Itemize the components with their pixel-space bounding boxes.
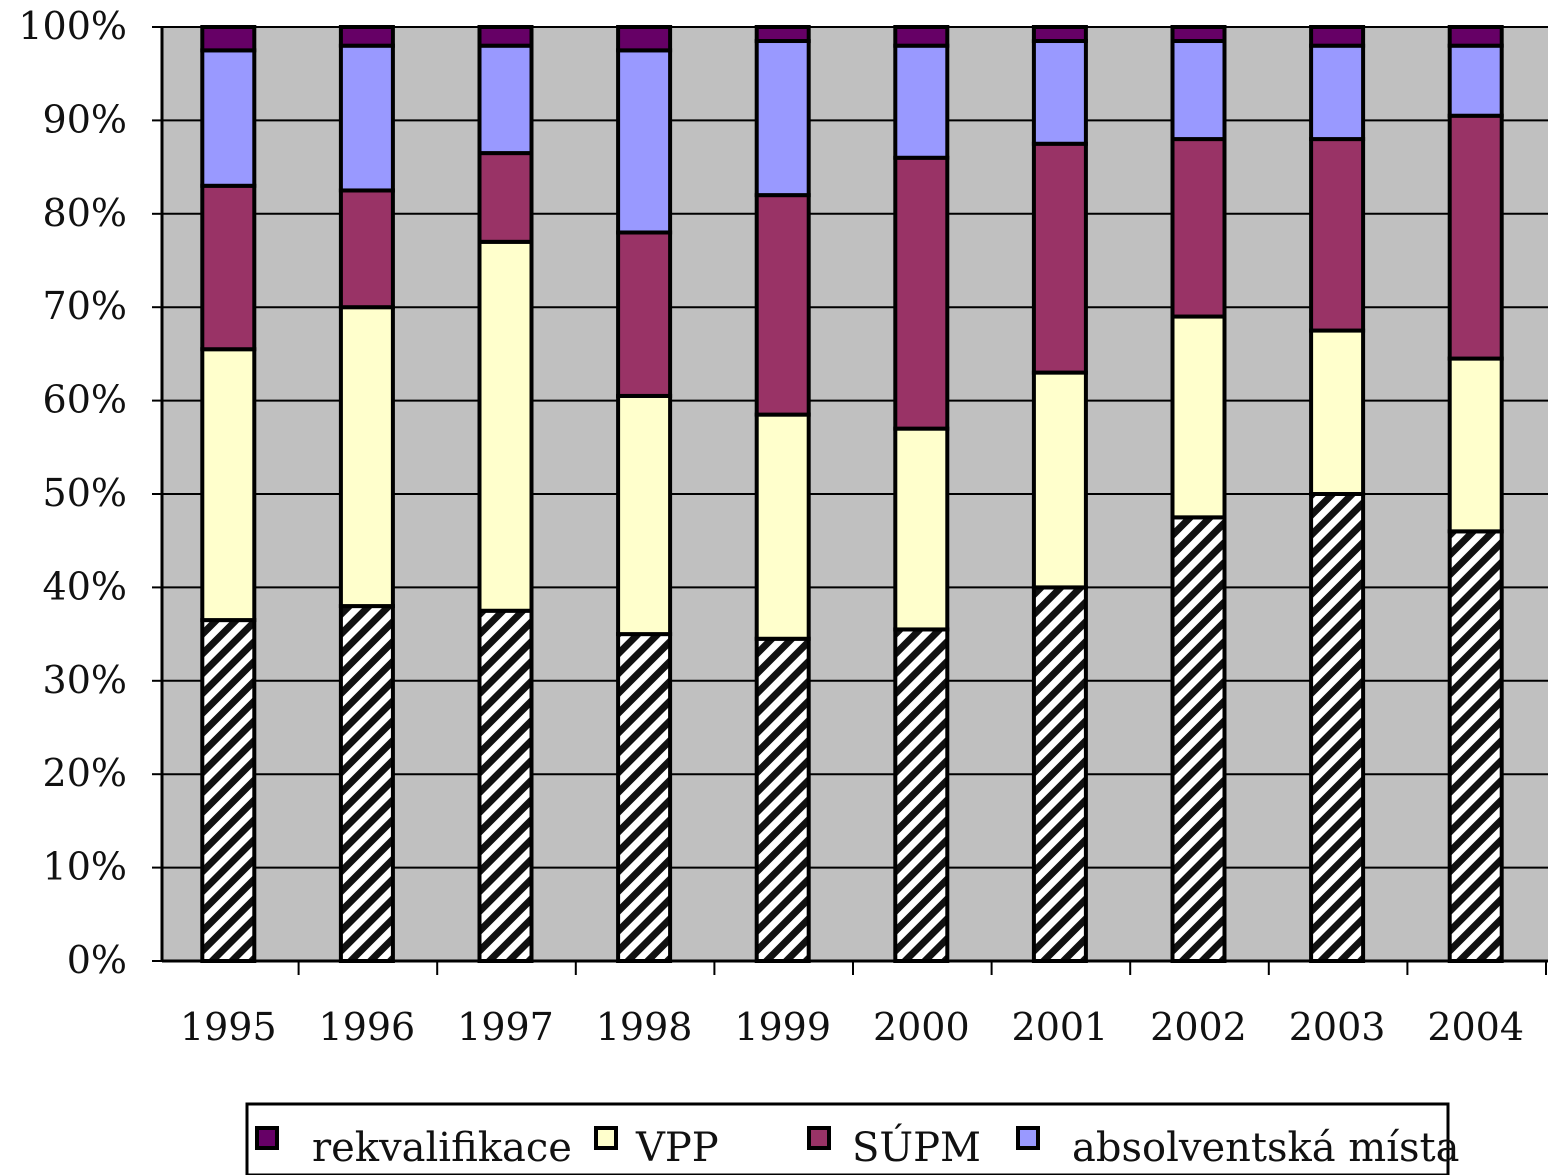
legend: rekvalifikace VPP SÚPM absolventská místa [245,1102,1459,1175]
bars [200,25,1504,964]
legend-label: SÚPM [852,1124,981,1171]
x-tick-label: 1995 [180,1005,277,1049]
bar-segment [1170,314,1227,520]
bar-segment [477,43,534,156]
y-tick-label: 70% [43,284,127,328]
y-tick-label: 20% [43,751,127,795]
bar-segment [1309,328,1366,496]
bar-segment [616,393,673,637]
y-tick-label: 50% [43,471,127,515]
bar-segment [1031,39,1088,146]
bar-segment [893,426,950,632]
bar-segment [893,155,950,431]
y-tick-label: 80% [43,191,127,235]
bar-segment [477,608,534,963]
bar-segment [1170,137,1227,319]
bar-segment [1447,113,1504,361]
bar-segment [200,618,257,964]
bar-segment [1447,25,1504,48]
bar-segment [1031,141,1088,375]
x-tick-label: 2004 [1427,1005,1524,1049]
bar-segment [1447,529,1504,963]
x-tick-label: 2003 [1289,1005,1386,1049]
bar-segment [1309,43,1366,142]
bar-segment [477,239,534,613]
legend-label: VPP [635,1125,719,1171]
bar-segment [1170,25,1227,44]
y-tick-labels: 0% 10% 20% 30% 40% 50% 60% 70% 80% 90% 100% [18,4,127,982]
bar-segment [338,43,395,193]
bar-segment [200,25,257,53]
bar-segment [338,188,395,310]
x-tick-label: 1996 [319,1005,416,1049]
y-tick-label: 60% [43,378,127,422]
bar-segment [338,305,395,609]
x-tick-label: 1997 [457,1005,554,1049]
bar-segment [754,193,811,417]
bar-segment [1170,515,1227,963]
bar-segment [338,604,395,964]
bar-segment [616,230,673,398]
bar-segment [200,347,257,623]
bar-segment [1309,137,1366,333]
y-tick-label: 90% [43,97,127,141]
bar-segment [1447,43,1504,118]
y-tick-label: 40% [43,564,127,608]
bar-segment [200,183,257,352]
bar-segment [893,25,950,48]
bar-segment [1031,370,1088,590]
bar-segment [893,43,950,160]
bar-segment [338,25,395,48]
bar-segment [1447,356,1504,534]
legend-swatch [594,1126,618,1150]
bar-segment [754,39,811,198]
bar-segment [1309,492,1366,963]
x-tick-label: 2001 [1012,1005,1109,1049]
y-tick-label: 100% [18,4,127,48]
legend-swatch [255,1126,279,1150]
bar-segment [477,151,534,244]
bar-segment [754,636,811,964]
x-tick-label: 2000 [873,1005,970,1049]
bar-segment [616,632,673,963]
y-tick-label: 10% [43,845,127,889]
bar-segment [616,48,673,235]
bar-segment [477,25,534,48]
x-tick-labels: 1995 1996 1997 1998 1999 2000 2001 2002 2003 2004 [180,1005,1524,1049]
x-tick-label: 1999 [734,1005,831,1049]
x-tick-label: 2002 [1150,1005,1247,1049]
bar-segment [1309,25,1366,48]
bar-segment [1031,585,1088,964]
y-tick-label: 30% [43,658,127,702]
y-tick-label: 0% [67,938,127,982]
legend-box [245,1102,1450,1175]
bar-segment [1031,25,1088,44]
bar-segment [1170,39,1227,142]
bar-segment [616,25,673,53]
legend-label: absolventská místa [1072,1125,1459,1171]
bar-segment [893,627,950,963]
legend-swatch [807,1126,831,1150]
bar-segment [200,48,257,188]
bar-segment [754,25,811,44]
x-tick-label: 1998 [596,1005,693,1049]
legend-label: rekvalifikace [312,1125,572,1171]
legend-swatch [1016,1126,1040,1150]
bar-segment [754,412,811,641]
axes [152,26,1548,975]
